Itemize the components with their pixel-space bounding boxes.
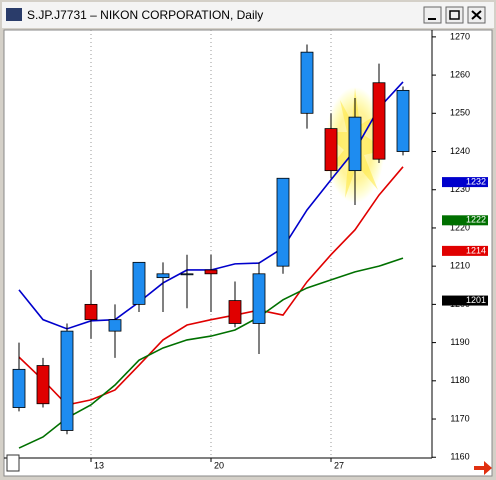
candle-body: [180, 273, 194, 276]
moving-average-line: [18, 257, 404, 449]
candle-body: [132, 261, 146, 305]
price-tag: [442, 215, 488, 226]
title-bar: [2, 2, 494, 28]
candle-body: [204, 269, 218, 275]
close-icon: [471, 10, 482, 20]
y-tick-label: 1190: [450, 337, 469, 347]
y-tick-label: 1250: [450, 108, 470, 118]
x-tick-label: 20: [214, 460, 224, 470]
y-tick-label: 1210: [450, 261, 470, 271]
price-tag: [442, 177, 488, 188]
candle-body: [156, 273, 170, 279]
candle-body: [84, 303, 98, 321]
candle-body: [396, 89, 410, 152]
y-tick-label: 1180: [450, 375, 469, 385]
candle-body: [228, 300, 242, 324]
scroll-box[interactable]: [6, 454, 20, 472]
minimize-button[interactable]: [423, 6, 442, 24]
price-tag-label: 1222: [466, 215, 486, 225]
app-icon: [6, 8, 22, 21]
candle-body: [252, 273, 266, 324]
y-tick-label: 1160: [450, 452, 469, 462]
candle-body: [348, 116, 362, 172]
candle-body: [60, 330, 74, 431]
candle-body: [372, 82, 386, 160]
moving-average-line: [18, 166, 404, 406]
candle-body: [108, 319, 122, 332]
candle-body: [300, 51, 314, 114]
price-tag-label: 1232: [466, 176, 486, 186]
candle-body: [276, 177, 290, 267]
chart-area: [3, 29, 493, 477]
y-tick-label: 1260: [450, 69, 470, 79]
maximize-button[interactable]: [445, 6, 464, 24]
price-tag: [442, 245, 488, 256]
window-buttons[interactable]: [423, 6, 486, 24]
y-tick-label: 1240: [450, 146, 470, 156]
price-tag: [442, 295, 488, 306]
y-tick-label: 1270: [450, 31, 470, 41]
price-tag-label: 1214: [466, 245, 486, 255]
maximize-icon: [449, 10, 460, 20]
x-tick-label: 13: [94, 460, 104, 470]
candle-body: [12, 368, 26, 408]
price-tag-label: 1201: [466, 295, 486, 305]
scroll-arrow[interactable]: [474, 461, 492, 475]
y-tick-label: 1220: [450, 222, 470, 232]
y-tick-label: 1170: [450, 413, 469, 423]
window-title: S.JP.J7731 – NIKON CORPORATION, Daily: [27, 8, 263, 22]
y-tick-label: 1230: [450, 184, 470, 194]
candle-body: [36, 365, 50, 405]
candle-body: [324, 128, 338, 172]
x-tick-label: 27: [334, 460, 344, 470]
